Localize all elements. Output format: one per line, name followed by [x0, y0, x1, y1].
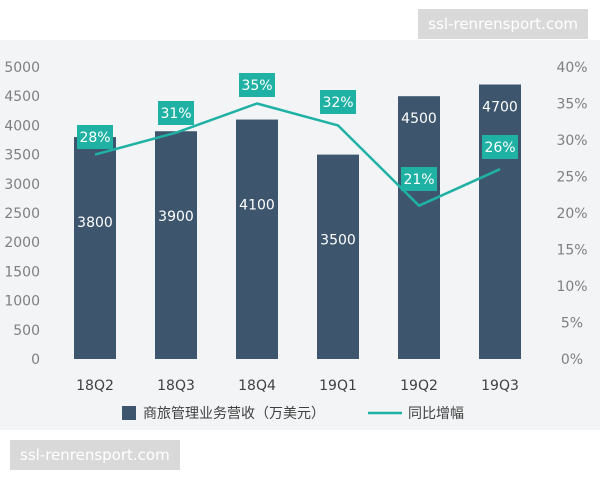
legend-label-bar: 商旅管理业务营收（万美元）: [143, 406, 325, 422]
line-value-label: 28%: [79, 130, 110, 146]
category-label: 19Q3: [481, 378, 519, 394]
left-tick-label: 1000: [4, 294, 40, 310]
line-label-box: [320, 90, 356, 114]
line-label-box: [77, 125, 113, 149]
category-label: 19Q1: [319, 378, 357, 394]
right-tick-label: 25%: [556, 170, 587, 186]
right-tick-label: 35%: [556, 97, 587, 113]
left-tick-label: 1500: [4, 264, 40, 280]
left-tick-label: 4000: [4, 118, 40, 134]
left-tick-label: 500: [13, 323, 40, 339]
category-axis: 18Q2 18Q3 18Q4 19Q1 19Q2 19Q3: [76, 378, 519, 394]
left-tick-label: 3500: [4, 148, 40, 164]
watermark-bottom: ssl-renrensport.com: [10, 440, 180, 470]
line-value-label: 26%: [484, 140, 515, 156]
bar-value-label: 4500: [401, 111, 437, 127]
legend-label-line: 同比增幅: [408, 406, 464, 422]
right-tick-label: 40%: [556, 60, 587, 76]
bar-series: 3800 3900 4100 3500 4500 4700: [74, 84, 521, 359]
category-label: 18Q4: [238, 378, 276, 394]
line-label-box: [158, 101, 194, 125]
bar-value-label: 4700: [482, 100, 518, 116]
bar-value-label: 3500: [320, 233, 356, 249]
legend: 商旅管理业务营收（万美元） 同比增幅: [122, 406, 464, 422]
legend-swatch-bar: [122, 406, 136, 420]
left-axis: 0 500 1000 1500 2000 2500 3000 3500 4000 4500 5000: [4, 60, 40, 368]
chart-area: 0 500 1000 1500 2000 2500 3000 3500 4000 4500 5000…: [0, 40, 600, 430]
line-value-label: 32%: [322, 95, 353, 111]
line-value-label: 31%: [160, 106, 191, 122]
line-value-label: 21%: [403, 172, 434, 188]
line-label-box: [239, 73, 275, 97]
right-tick-label: 30%: [556, 133, 587, 149]
line-path: [94, 102, 501, 207]
category-label: 18Q2: [76, 378, 114, 394]
bar-value-label: 4100: [239, 198, 275, 214]
right-tick-label: 5%: [561, 316, 583, 332]
watermark-top: ssl-renrensport.com: [418, 9, 588, 39]
line-value-label: 35%: [241, 78, 272, 94]
bar: [398, 96, 440, 359]
bar-value-label: 3800: [77, 215, 113, 231]
bar: [74, 137, 116, 359]
right-tick-label: 10%: [556, 279, 587, 295]
bar-value-label: 3900: [158, 209, 194, 225]
right-axis: 0% 5% 10% 15% 20% 25% 30% 35% 40%: [556, 60, 587, 368]
left-tick-label: 3000: [4, 177, 40, 193]
bar: [479, 84, 521, 359]
left-tick-label: 5000: [4, 60, 40, 76]
bar: [155, 131, 197, 359]
left-tick-label: 2000: [4, 235, 40, 251]
line-series: 28% 31% 35% 32% 21% 26%: [77, 73, 518, 207]
right-tick-label: 15%: [556, 243, 587, 259]
right-tick-label: 0%: [561, 352, 583, 368]
left-tick-label: 2500: [4, 206, 40, 222]
line-label-box: [401, 167, 437, 191]
bar: [236, 119, 278, 359]
left-tick-label: 4500: [4, 89, 40, 105]
line-label-box: [482, 135, 518, 159]
combo-chart: 0 500 1000 1500 2000 2500 3000 3500 4000 4500 5000…: [4, 60, 587, 422]
right-tick-label: 20%: [556, 206, 587, 222]
category-label: 19Q2: [400, 378, 438, 394]
left-tick-label: 0: [31, 352, 40, 368]
category-label: 18Q3: [157, 378, 195, 394]
bar: [317, 154, 359, 359]
